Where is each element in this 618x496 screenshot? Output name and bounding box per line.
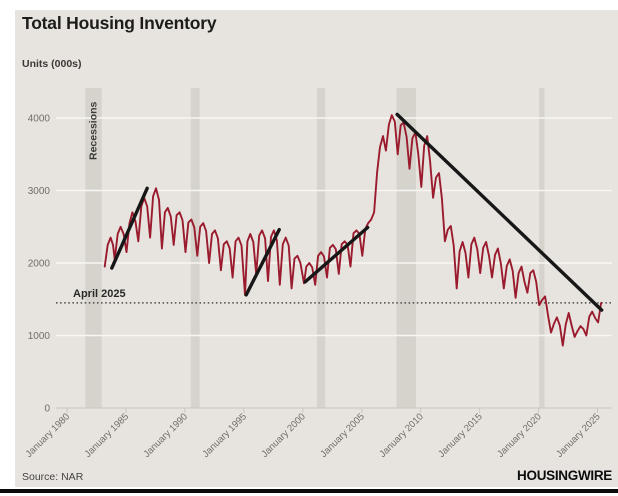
y-tick-label: 0 <box>44 404 50 415</box>
bottom-rule <box>0 489 618 493</box>
x-tick-label: January 1985 <box>83 411 131 459</box>
recession-band <box>85 88 102 408</box>
trend-line <box>110 186 149 270</box>
y-tick-label: 1000 <box>28 331 51 342</box>
y-tick-label: 3000 <box>28 186 51 197</box>
x-tick-label: January 1980 <box>24 411 72 459</box>
trend-line <box>395 112 604 312</box>
x-tick-label: January 2000 <box>259 411 307 459</box>
recessions-label: Recessions <box>88 101 100 160</box>
recession-band <box>396 88 416 408</box>
x-tick-label: January 2015 <box>436 411 484 459</box>
housingwire-logo: HOUSINGWIRE <box>517 468 612 483</box>
recession-band <box>316 88 326 408</box>
y-tick-label: 4000 <box>28 114 51 125</box>
april-2025-label: April 2025 <box>73 288 126 300</box>
y-tick-label: 2000 <box>28 259 51 270</box>
trend-line <box>303 225 370 284</box>
recession-band <box>190 88 200 408</box>
x-tick-label: January 2025 <box>554 411 602 459</box>
recession-band <box>539 88 545 408</box>
source-credit: Source: NAR <box>22 471 84 483</box>
y-axis-title: Units (000s) <box>22 58 82 70</box>
x-tick-label: January 1995 <box>200 411 248 459</box>
x-tick-label: January 1990 <box>142 411 190 459</box>
x-tick-label: January 2020 <box>495 411 543 459</box>
chart-title: Total Housing Inventory <box>22 13 217 33</box>
x-tick-label: January 2005 <box>318 411 366 459</box>
inventory-line <box>103 114 603 347</box>
trend-line <box>244 227 281 297</box>
x-tick-label: January 2010 <box>377 411 425 459</box>
